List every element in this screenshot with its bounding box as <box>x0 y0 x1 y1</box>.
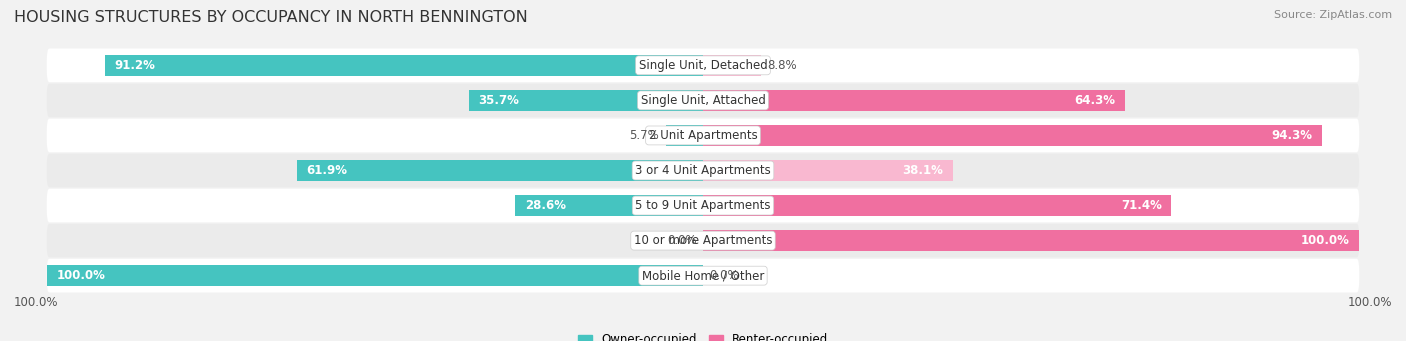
Text: HOUSING STRUCTURES BY OCCUPANCY IN NORTH BENNINGTON: HOUSING STRUCTURES BY OCCUPANCY IN NORTH… <box>14 10 527 25</box>
Text: 0.0%: 0.0% <box>710 269 740 282</box>
Text: 100.0%: 100.0% <box>1301 234 1350 247</box>
Bar <box>468 90 703 110</box>
Text: 64.3%: 64.3% <box>1074 94 1115 107</box>
FancyBboxPatch shape <box>46 259 1360 293</box>
Text: 71.4%: 71.4% <box>1121 199 1161 212</box>
FancyBboxPatch shape <box>46 48 1360 82</box>
Bar <box>703 125 1322 146</box>
Text: 5.7%: 5.7% <box>630 129 659 142</box>
Text: 100.0%: 100.0% <box>14 296 59 309</box>
Text: 94.3%: 94.3% <box>1271 129 1312 142</box>
Text: 5 to 9 Unit Apartments: 5 to 9 Unit Apartments <box>636 199 770 212</box>
Text: Single Unit, Detached: Single Unit, Detached <box>638 59 768 72</box>
Bar <box>703 160 953 181</box>
Bar <box>703 90 1125 110</box>
Text: Single Unit, Attached: Single Unit, Attached <box>641 94 765 107</box>
Bar <box>665 125 703 146</box>
Bar <box>297 160 703 181</box>
Bar <box>516 195 703 216</box>
FancyBboxPatch shape <box>46 119 1360 152</box>
Text: 61.9%: 61.9% <box>307 164 347 177</box>
FancyBboxPatch shape <box>46 224 1360 257</box>
Text: 100.0%: 100.0% <box>1347 296 1392 309</box>
Text: 35.7%: 35.7% <box>478 94 519 107</box>
Text: 3 or 4 Unit Apartments: 3 or 4 Unit Apartments <box>636 164 770 177</box>
Text: 100.0%: 100.0% <box>56 269 105 282</box>
Text: 91.2%: 91.2% <box>114 59 155 72</box>
Bar <box>703 231 1360 251</box>
Text: 2 Unit Apartments: 2 Unit Apartments <box>648 129 758 142</box>
Text: 38.1%: 38.1% <box>903 164 943 177</box>
Bar <box>703 55 761 75</box>
Bar <box>46 266 703 286</box>
Text: 10 or more Apartments: 10 or more Apartments <box>634 234 772 247</box>
Text: 28.6%: 28.6% <box>526 199 567 212</box>
Bar <box>703 195 1171 216</box>
Text: Source: ZipAtlas.com: Source: ZipAtlas.com <box>1274 10 1392 20</box>
Text: 0.0%: 0.0% <box>666 234 696 247</box>
FancyBboxPatch shape <box>46 154 1360 187</box>
Text: 8.8%: 8.8% <box>768 59 797 72</box>
Text: Mobile Home / Other: Mobile Home / Other <box>641 269 765 282</box>
Legend: Owner-occupied, Renter-occupied: Owner-occupied, Renter-occupied <box>578 333 828 341</box>
FancyBboxPatch shape <box>46 84 1360 117</box>
Bar <box>104 55 703 75</box>
FancyBboxPatch shape <box>46 189 1360 222</box>
